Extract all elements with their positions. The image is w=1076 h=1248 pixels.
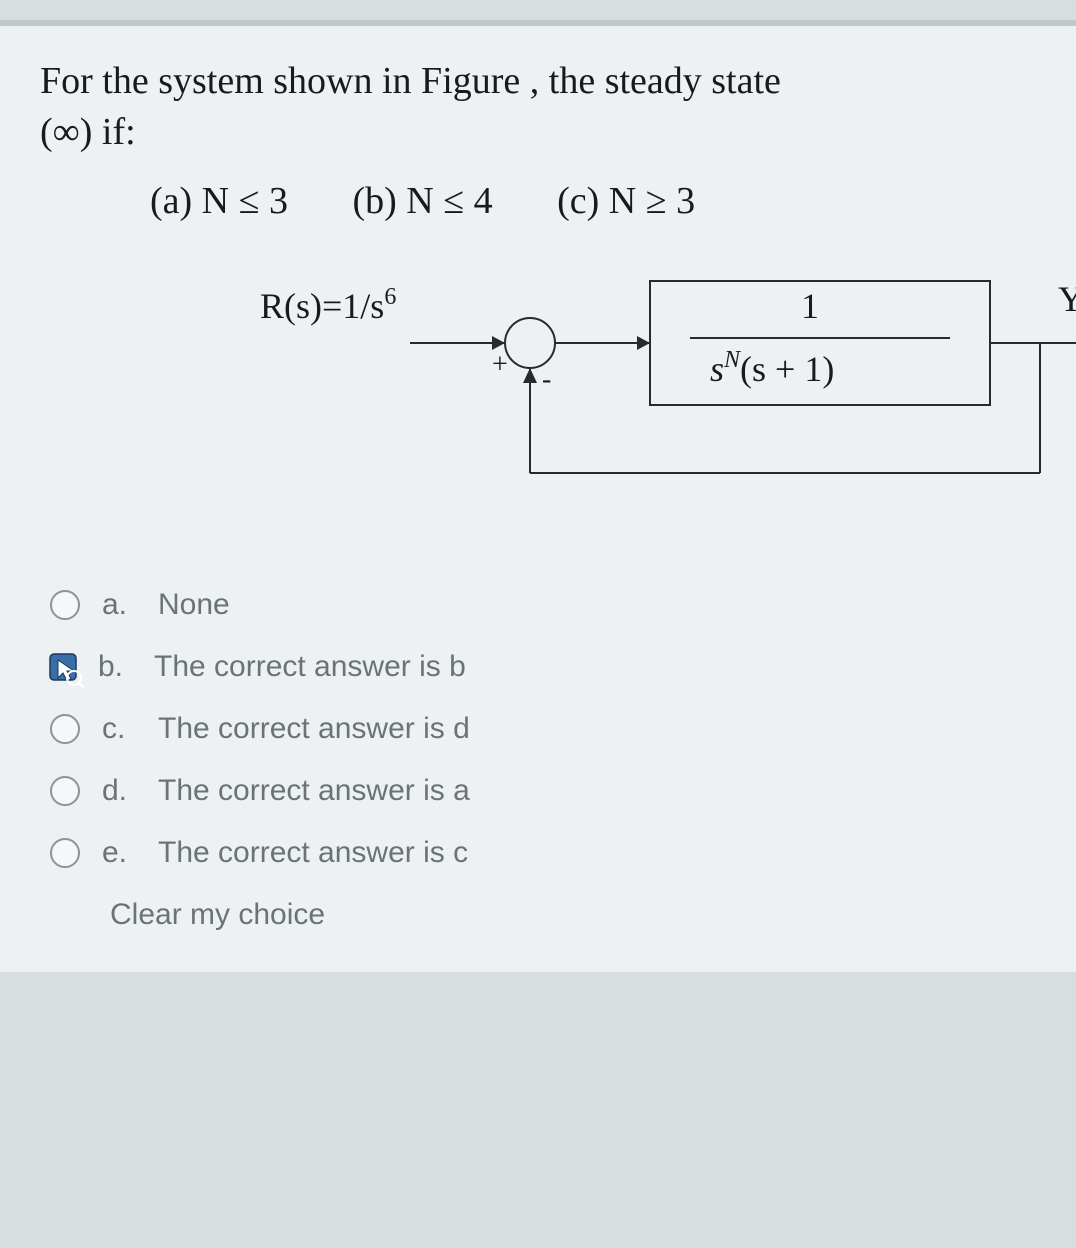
radio-e[interactable] — [50, 838, 80, 868]
question-page: For the system shown in Figure , the ste… — [0, 20, 1076, 972]
answer-letter: a. — [102, 588, 140, 622]
sum-plus: + — [492, 349, 508, 380]
answer-text: The correct answer is b — [154, 650, 466, 684]
radio-a[interactable] — [50, 590, 80, 620]
tf-numerator: 1 — [801, 286, 819, 326]
answer-option-d[interactable]: d. The correct answer is a — [50, 774, 1056, 808]
arrow-input — [492, 336, 505, 350]
stem-line-2: (∞) if: — [40, 107, 1056, 158]
cursor-icon — [44, 648, 86, 690]
sub-option-b: (b) N ≤ 4 — [352, 180, 492, 222]
answer-text: The correct answer is d — [158, 712, 470, 746]
answer-letter: b. — [98, 650, 136, 684]
arrow-sum-block — [637, 336, 650, 350]
stem-line-1: For the system shown in Figure , the ste… — [40, 56, 1056, 107]
block-diagram: R(s)=1/s6 + - 1 sN(s + 1) Y — [220, 263, 1056, 528]
radio-c[interactable] — [50, 714, 80, 744]
answer-letter: c. — [102, 712, 140, 746]
sum-minus: - — [542, 364, 551, 395]
diagram-svg: R(s)=1/s6 + - 1 sN(s + 1) Y — [220, 263, 1076, 523]
answer-option-b[interactable]: b. The correct answer is b — [50, 650, 1056, 684]
output-label: Y — [1058, 279, 1076, 319]
sub-option-a: (a) N ≤ 3 — [150, 180, 288, 222]
sub-option-c: (c) N ≥ 3 — [557, 180, 695, 222]
question-stem: For the system shown in Figure , the ste… — [40, 56, 1056, 159]
radio-b-with-cursor[interactable] — [50, 654, 76, 680]
input-label: R(s)=1/s6 — [260, 284, 396, 326]
answer-letter: d. — [102, 774, 140, 808]
answer-option-c[interactable]: c. The correct answer is d — [50, 712, 1056, 746]
answer-option-e[interactable]: e. The correct answer is c — [50, 836, 1056, 870]
tf-denominator: sN(s + 1) — [710, 347, 834, 389]
arrow-fb — [523, 368, 537, 383]
answer-letter: e. — [102, 836, 140, 870]
answer-list: a. None b. The correct answer is b c. Th… — [50, 588, 1056, 932]
sum-junction — [505, 318, 555, 368]
sub-options-row: (a) N ≤ 3 (b) N ≤ 4 (c) N ≥ 3 — [150, 179, 1056, 223]
radio-d[interactable] — [50, 776, 80, 806]
answer-text: The correct answer is a — [158, 774, 470, 808]
clear-choice-link[interactable]: Clear my choice — [110, 898, 1056, 932]
answer-option-a[interactable]: a. None — [50, 588, 1056, 622]
answer-text: The correct answer is c — [158, 836, 468, 870]
answer-text: None — [158, 588, 230, 622]
